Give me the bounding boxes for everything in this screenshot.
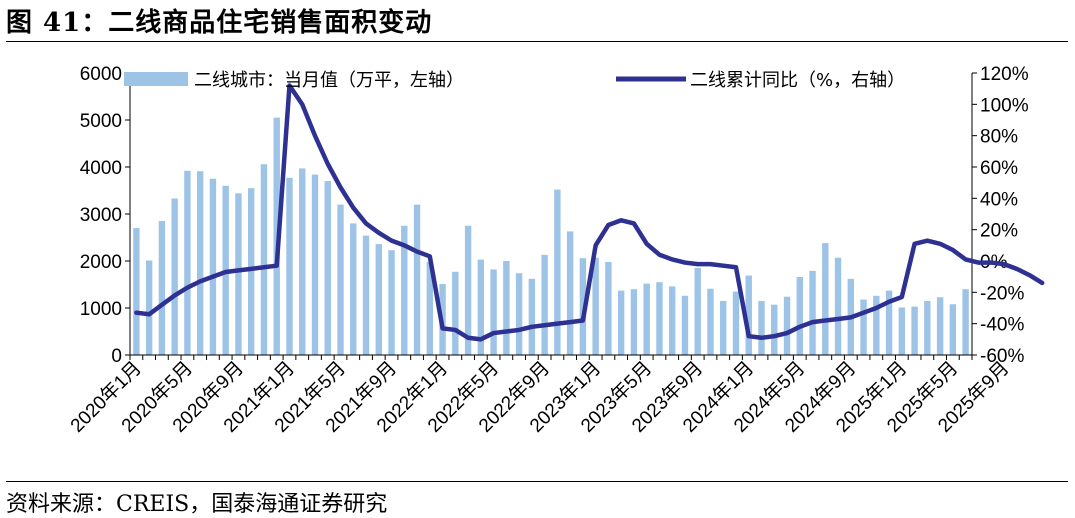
bar [299,168,306,355]
bar [209,178,217,355]
bar [158,221,166,355]
yoy-line [134,83,1045,342]
bar [566,231,574,355]
bar [771,304,778,355]
bar [694,268,701,355]
bar [758,300,765,355]
bar [477,259,485,355]
right-tick-label: 60% [980,158,1018,179]
bar [554,189,561,355]
right-tick-label: 40% [980,189,1018,210]
bar [541,254,548,355]
figure-title: 图 41：二线商品住宅销售面积变动 [6,8,433,38]
line-series-ytd-yoy [134,83,1045,342]
bar [720,300,727,355]
bar [681,295,689,355]
bar [592,257,599,355]
left-tick-label: 2000 [80,252,122,273]
bar [375,244,382,355]
left-tick-label: 3000 [80,205,122,226]
bar [707,288,714,355]
bar [630,289,638,355]
left-tick-label: 6000 [80,64,122,85]
right-tick-label: -60% [980,346,1024,367]
bar [311,174,319,355]
bar [401,225,408,355]
bar [796,276,803,355]
bar [885,290,893,355]
bar [515,273,523,355]
legend: 二线城市：当月值（万平，左轴） 二线累计同比（%，右轴） [124,70,905,91]
bar [617,290,625,355]
bar [133,228,140,355]
bar [426,261,433,355]
right-tick-label: 120% [980,64,1029,85]
bar [388,250,395,355]
bar [464,225,472,355]
footer-rule [6,481,1068,482]
bar [605,261,612,355]
bar [184,170,191,355]
bar [822,243,829,355]
right-tick-label: 20% [980,221,1018,242]
legend-line-label: 二线累计同比（%，右轴） [690,70,905,91]
bar [503,261,510,355]
bar-series-monthly [133,117,969,356]
bar [362,235,370,355]
left-tick-label: 4000 [80,158,122,179]
bar [962,289,969,355]
left-tick-label: 1000 [80,299,122,320]
bar [248,188,255,355]
bar [834,257,842,355]
bar [171,198,178,355]
bar [783,296,791,355]
right-tick-label: -20% [980,283,1024,304]
bar [873,295,880,355]
bar [260,164,268,355]
legend-bar-label: 二线城市：当月值（万平，左轴） [194,70,464,91]
bar [579,258,587,355]
bar [936,297,944,355]
bar [860,299,867,355]
bar [337,204,344,355]
bar [350,223,357,355]
bar [911,306,918,355]
bar [949,304,957,355]
bar [745,275,752,355]
bar [528,278,536,355]
bar [656,282,663,355]
bar [145,260,153,355]
bar [324,181,331,355]
bar [235,193,242,355]
title-rule [6,41,1068,42]
bar [898,307,906,355]
bar [669,286,676,355]
bar [452,271,459,355]
bar [643,283,650,355]
right-tick-label: 100% [980,95,1029,116]
bar [924,300,931,355]
left-tick-label: 5000 [80,111,122,132]
bar [286,177,293,355]
source-note: 资料来源：CREIS，国泰海通证券研究 [6,492,388,517]
bar [732,291,740,355]
bar [490,269,497,355]
right-tick-label: -40% [980,315,1024,336]
bar [413,204,421,355]
bar [196,171,204,355]
bar [809,270,816,355]
right-tick-label: 80% [980,127,1018,148]
sales-area-chart: 0100020003000400050006000-60%-40%-20%0%2… [66,64,1045,437]
left-tick-label: 0 [111,346,122,367]
legend-bar-swatch [124,72,188,86]
